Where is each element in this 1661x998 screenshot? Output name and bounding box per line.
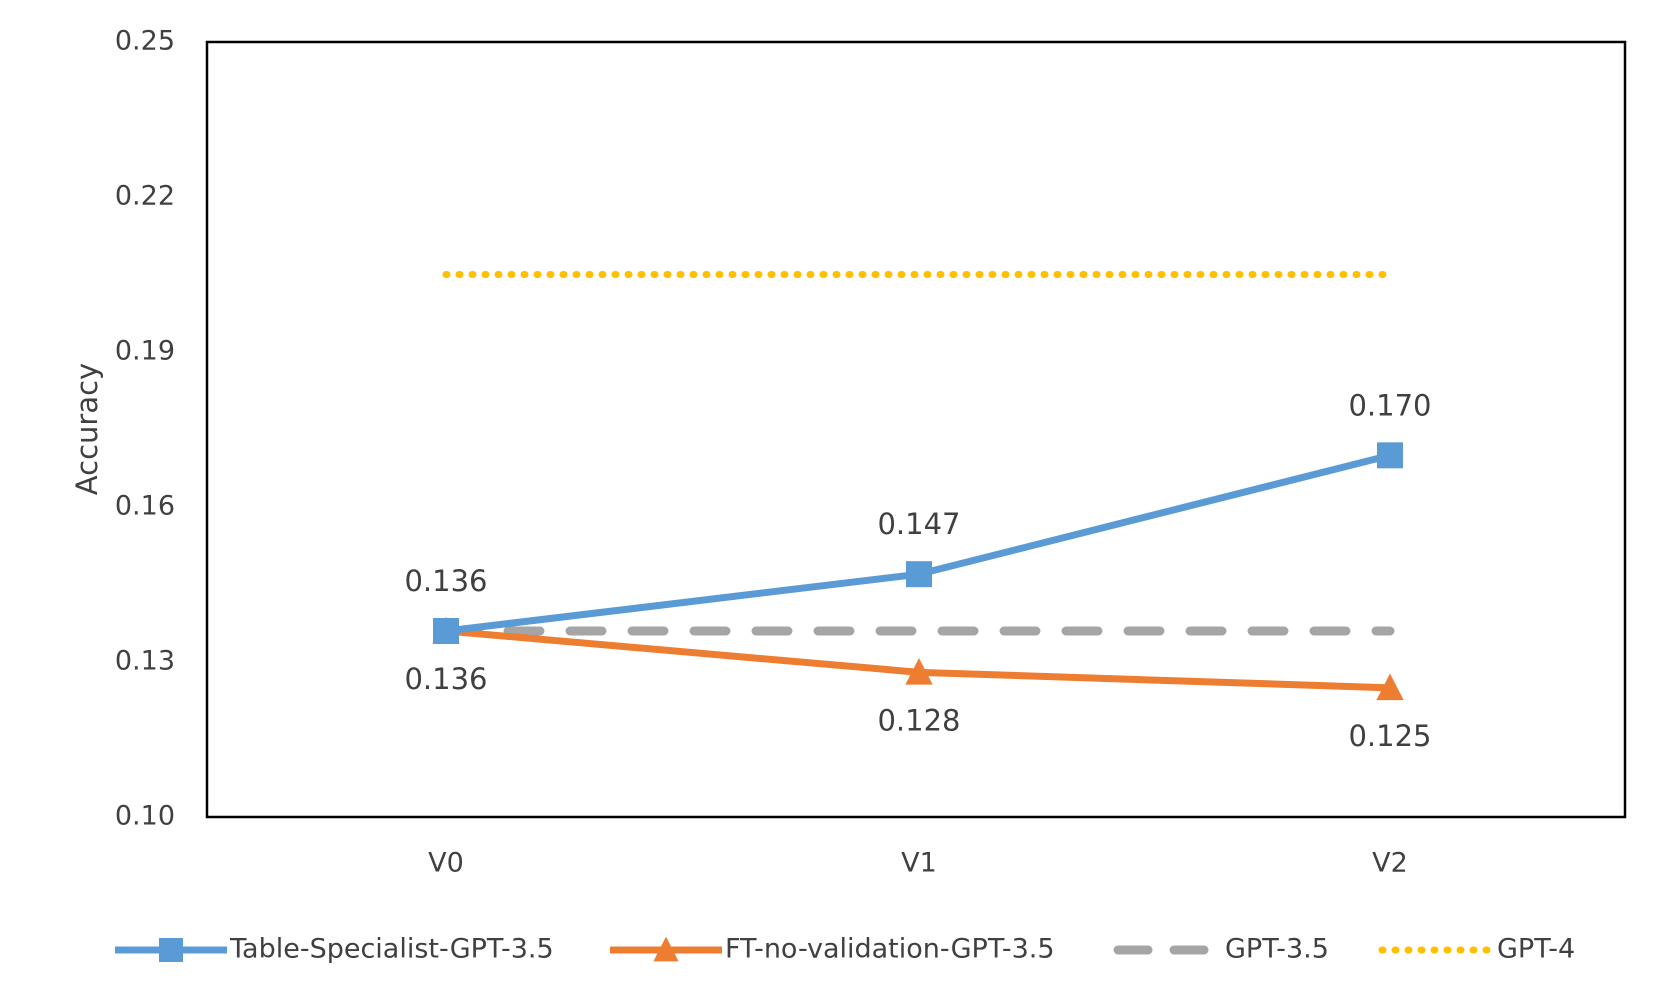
y-axis-ticks: 0.10 0.13 0.16 0.19 0.22 0.25	[115, 26, 175, 832]
data-labels: 0.136 0.147 0.170 0.136 0.128 0.125	[404, 388, 1431, 752]
x-tick-label: V2	[1372, 848, 1408, 879]
legend-label: Table-Specialist-GPT-3.5	[229, 934, 554, 965]
legend-item-gpt-4: GPT-4	[1378, 934, 1575, 965]
legend-swatch-marker	[159, 938, 183, 962]
series-point-table-specialist-gpt-3-5	[433, 618, 459, 644]
y-axis-title: Accuracy	[70, 363, 104, 495]
legend: Table-Specialist-GPT-3.5 FT-no-validation…	[115, 934, 1575, 965]
series-point-ft-no-validation-gpt-3-5	[905, 657, 933, 685]
data-label: 0.128	[877, 703, 960, 737]
series-point-table-specialist-gpt-3-5	[906, 561, 932, 588]
y-tick-label: 0.10	[115, 801, 175, 832]
legend-swatch-marker	[653, 936, 679, 962]
legend-item-gpt-3-5: GPT-3.5	[1113, 934, 1329, 965]
series-point-table-specialist-gpt-3-5	[1377, 442, 1403, 469]
y-tick-label: 0.13	[115, 646, 175, 677]
x-tick-label: V0	[428, 848, 464, 879]
legend-item-table-specialist-gpt-3-5: Table-Specialist-GPT-3.5	[115, 934, 554, 965]
x-axis-ticks: V0 V1 V2	[428, 848, 1408, 879]
y-tick-label: 0.22	[115, 181, 175, 212]
data-label: 0.136	[404, 662, 487, 696]
y-tick-label: 0.16	[115, 491, 175, 522]
plot-area-frame	[205, 40, 1627, 819]
y-tick-label: 0.19	[115, 336, 175, 367]
data-label: 0.125	[1348, 719, 1431, 753]
legend-label: GPT-4	[1497, 934, 1575, 965]
legend-item-ft-no-validation-gpt-3-5: FT-no-validation-GPT-3.5	[610, 934, 1055, 965]
series-layer	[432, 271, 1404, 701]
x-tick-label: V1	[901, 848, 937, 879]
series-point-ft-no-validation-gpt-3-5	[1376, 673, 1404, 701]
y-tick-label: 0.25	[115, 26, 175, 57]
data-label: 0.147	[877, 507, 960, 541]
legend-label: FT-no-validation-GPT-3.5	[725, 934, 1055, 965]
data-label: 0.136	[404, 564, 487, 598]
data-label: 0.170	[1348, 388, 1431, 422]
legend-label: GPT-3.5	[1225, 934, 1329, 965]
series-table-specialist-gpt-3-5	[433, 442, 1403, 644]
